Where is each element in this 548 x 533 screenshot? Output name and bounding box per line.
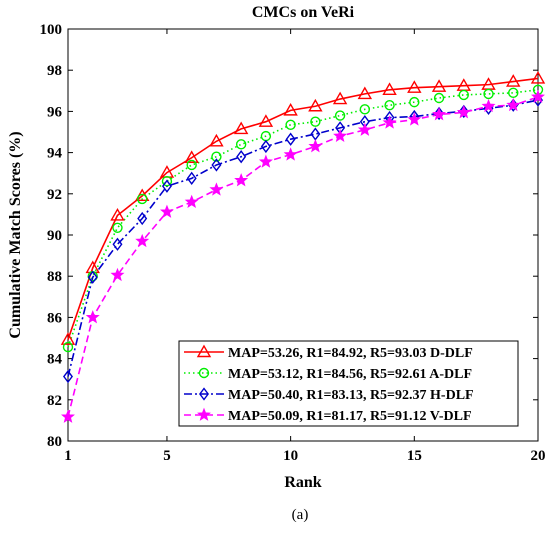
series-3-point xyxy=(209,182,224,196)
legend-label: MAP=50.40, R1=83.13, R5=92.37 H-DLF xyxy=(228,388,474,403)
legend-marker xyxy=(196,344,212,358)
series-0-point xyxy=(60,332,76,345)
x-tick-label: 1 xyxy=(64,448,72,464)
series-0-point xyxy=(506,74,521,87)
legend-label: MAP=53.12, R1=84.56, R5=92.61 A-DLF xyxy=(228,367,472,382)
series-3-point xyxy=(308,139,323,153)
series-1-point xyxy=(409,96,420,108)
series-1-point xyxy=(359,104,371,115)
series-2-point xyxy=(434,106,445,121)
series-1-point xyxy=(211,151,222,162)
series-1-point xyxy=(310,116,321,127)
legend-marker xyxy=(198,367,210,379)
legend-marker xyxy=(199,387,209,401)
x-tick-label: 15 xyxy=(407,448,422,464)
series-0-point xyxy=(283,102,298,116)
series-3-point xyxy=(432,107,447,121)
series-3-point xyxy=(184,194,199,208)
x-tick-label: 10 xyxy=(283,448,298,464)
figure-caption: (a) xyxy=(292,507,309,523)
series-3-point xyxy=(333,128,348,143)
series-1-point xyxy=(112,222,123,233)
y-tick-label: 88 xyxy=(47,269,62,285)
series-2-point xyxy=(87,270,98,284)
series-2-point xyxy=(236,150,247,164)
series-3-point xyxy=(258,154,273,168)
series-3-point xyxy=(407,112,422,126)
series-3-point xyxy=(382,115,397,129)
series-0-point xyxy=(357,86,373,100)
y-tick-label: 90 xyxy=(47,228,62,244)
y-tick-label: 100 xyxy=(40,22,63,38)
series-3-point xyxy=(531,89,545,103)
series-line-2 xyxy=(67,99,539,377)
series-1-point xyxy=(235,139,247,150)
series-2-point xyxy=(211,158,222,172)
series-2-point xyxy=(285,132,296,146)
series-2-point xyxy=(161,179,172,193)
y-tick-label: 94 xyxy=(47,146,63,162)
series-0-point xyxy=(332,91,348,105)
series-1-point xyxy=(433,92,445,104)
legend-label: MAP=53.26, R1=84.92, R5=93.03 D-DLF xyxy=(228,346,473,361)
y-tick-label: 98 xyxy=(47,63,62,79)
series-3-point xyxy=(234,173,249,187)
series-markers xyxy=(60,71,546,423)
series-0-point xyxy=(110,208,125,221)
legend-marker xyxy=(197,407,211,421)
series-3-point xyxy=(61,409,75,423)
legend-label: MAP=50.09, R1=81.17, R5=91.12 V-DLF xyxy=(228,409,472,424)
x-axis-label: Rank xyxy=(284,474,321,491)
series-1-point xyxy=(458,89,469,101)
series-1-point xyxy=(334,110,346,121)
y-tick-label: 92 xyxy=(47,187,62,203)
series-3-point xyxy=(135,233,150,248)
series-0-point xyxy=(233,121,249,135)
series-0-point xyxy=(530,71,546,84)
series-1-point xyxy=(508,87,519,99)
y-tick-label: 82 xyxy=(47,393,62,409)
x-tick-label: 20 xyxy=(531,448,546,464)
chart-title: CMCs on VeRi xyxy=(252,4,355,21)
legend: MAP=53.26, R1=84.92, R5=93.03 D-DLF MAP=5… xyxy=(178,340,519,427)
series-0-point xyxy=(431,79,447,92)
legend-box xyxy=(178,340,519,427)
series-line-3 xyxy=(67,96,539,418)
series-0-point xyxy=(184,150,199,163)
series-1-point xyxy=(483,88,494,100)
series-1-point xyxy=(186,159,197,171)
y-tick-label: 86 xyxy=(47,310,63,326)
y-axis-label: Cumulative Match Scores (%) xyxy=(7,131,24,338)
series-2-point xyxy=(458,104,469,119)
series-2-point xyxy=(186,171,197,186)
series-1-point xyxy=(62,341,74,353)
series-1-point xyxy=(384,100,395,111)
series-0-point xyxy=(209,133,224,147)
series-2-point xyxy=(260,139,271,154)
series-3-point xyxy=(506,97,521,112)
series-3-point xyxy=(85,310,100,324)
x-tick-label: 5 xyxy=(163,448,171,464)
series-3-point xyxy=(110,267,125,282)
series-1-point xyxy=(285,119,296,130)
series-2-point xyxy=(63,369,73,384)
series-3-point xyxy=(159,204,174,218)
series-1-point xyxy=(137,193,148,205)
series-0-point xyxy=(407,80,422,93)
series-3-point xyxy=(357,122,372,136)
series-3-point xyxy=(481,98,496,113)
series-3-point xyxy=(283,147,298,161)
series-3-point xyxy=(456,105,471,119)
y-tick-label: 84 xyxy=(47,352,63,368)
y-tick-label: 96 xyxy=(47,104,63,120)
series-0-point xyxy=(382,82,397,95)
series-2-point xyxy=(112,237,123,251)
series-1-point xyxy=(161,176,173,187)
series-0-point xyxy=(308,98,323,112)
series-2-point xyxy=(137,211,148,226)
series-0-point xyxy=(258,114,274,127)
y-tick-label: 80 xyxy=(47,434,62,450)
